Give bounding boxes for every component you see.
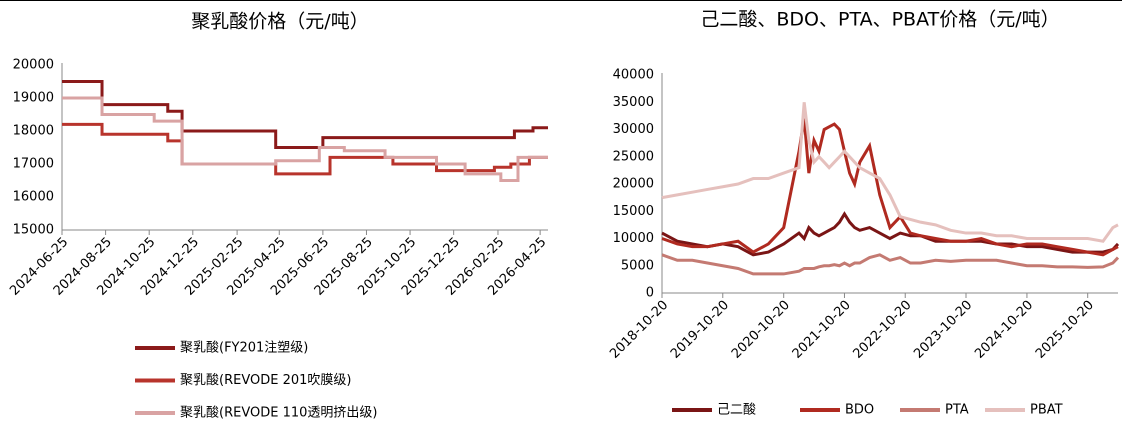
series-line — [661, 211, 1120, 257]
legend-label: 聚乳酸(FY201注塑级) — [180, 341, 308, 356]
series-line — [62, 80, 548, 149]
y-tick-label: 30000 — [613, 122, 654, 137]
x-tick-label: 2022-10-20 — [850, 298, 914, 362]
x-tick-label: 2023-10-20 — [911, 298, 975, 362]
chart-title: 聚乳酸价格（元/吨） — [191, 11, 368, 33]
legend-label: PBAT — [1030, 403, 1063, 418]
y-tick-label: 15000 — [613, 204, 654, 219]
y-tick-label: 5000 — [621, 258, 654, 273]
series-line — [661, 102, 1119, 243]
series-line — [62, 122, 548, 176]
x-tick-label: 2019-10-20 — [668, 298, 732, 362]
legend-label: 聚乳酸(REVODE 110透明挤出级) — [180, 406, 377, 421]
y-tick-label: 17000 — [13, 157, 54, 172]
x-tick-label: 2025-10-20 — [1033, 298, 1097, 362]
x-tick-label: 2021-10-20 — [790, 298, 854, 362]
y-tick-label: 16000 — [13, 190, 54, 205]
y-tick-label: 15000 — [13, 223, 54, 238]
series-line — [661, 253, 1120, 276]
y-tick-label: 25000 — [613, 149, 654, 164]
y-tick-label: 10000 — [613, 231, 654, 246]
y-tick-label: 0 — [646, 286, 654, 301]
legend-label: 己二酸 — [717, 403, 756, 418]
series-line — [62, 96, 548, 182]
y-tick-label: 20000 — [13, 58, 54, 73]
y-tick-label: 35000 — [613, 95, 654, 110]
y-tick-label: 19000 — [13, 91, 54, 106]
x-tick-label: 2018-10-20 — [607, 298, 671, 362]
y-tick-label: 18000 — [13, 124, 54, 139]
legend-label: PTA — [945, 403, 969, 418]
legend-label: BDO — [845, 403, 874, 418]
x-tick-label: 2024-10-20 — [972, 298, 1036, 362]
x-tick-label: 2020-10-20 — [729, 298, 793, 362]
legend-label: 聚乳酸(REVODE 201吹膜级) — [180, 373, 351, 388]
series-line — [661, 118, 1119, 257]
y-tick-label: 20000 — [613, 177, 654, 192]
y-tick-label: 40000 — [613, 68, 654, 83]
chart-title: 己二酸、BDO、PTA、PBAT价格（元/吨） — [700, 9, 1059, 31]
